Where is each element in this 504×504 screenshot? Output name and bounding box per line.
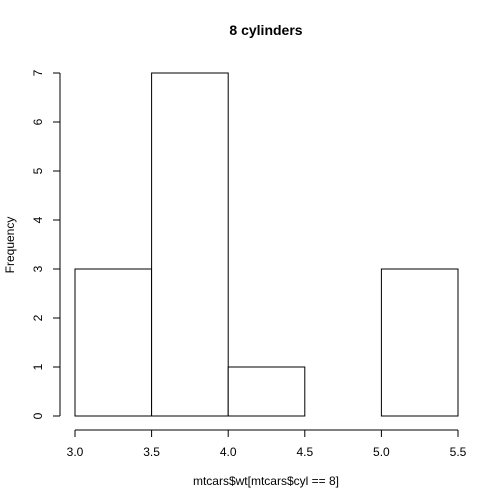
x-tick-label: 5.0: [373, 445, 390, 459]
y-tick-label: 7: [31, 69, 45, 76]
bar: [151, 72, 229, 417]
bar: [74, 268, 153, 417]
chart-title: 8 cylinders: [229, 22, 302, 38]
y-axis-label: Frequency: [3, 217, 17, 274]
y-tick-label: 4: [31, 216, 45, 223]
y-tick-label: 6: [31, 118, 45, 125]
y-tick-label: 2: [31, 314, 45, 321]
y-tick-label: 1: [31, 363, 45, 370]
y-tick-label: 3: [31, 265, 45, 272]
y-tick-label: 0: [31, 412, 45, 419]
x-tick-label: 5.5: [450, 445, 467, 459]
x-axis-label: mtcars$wt[mtcars$cyl == 8]: [193, 474, 339, 488]
y-tick-label: 5: [31, 167, 45, 174]
x-tick-label: 3.5: [143, 445, 160, 459]
bar: [380, 268, 459, 417]
x-tick-label: 4.0: [220, 445, 237, 459]
bar: [227, 366, 306, 417]
x-tick-label: 4.5: [296, 445, 313, 459]
x-tick-label: 3.0: [67, 445, 84, 459]
